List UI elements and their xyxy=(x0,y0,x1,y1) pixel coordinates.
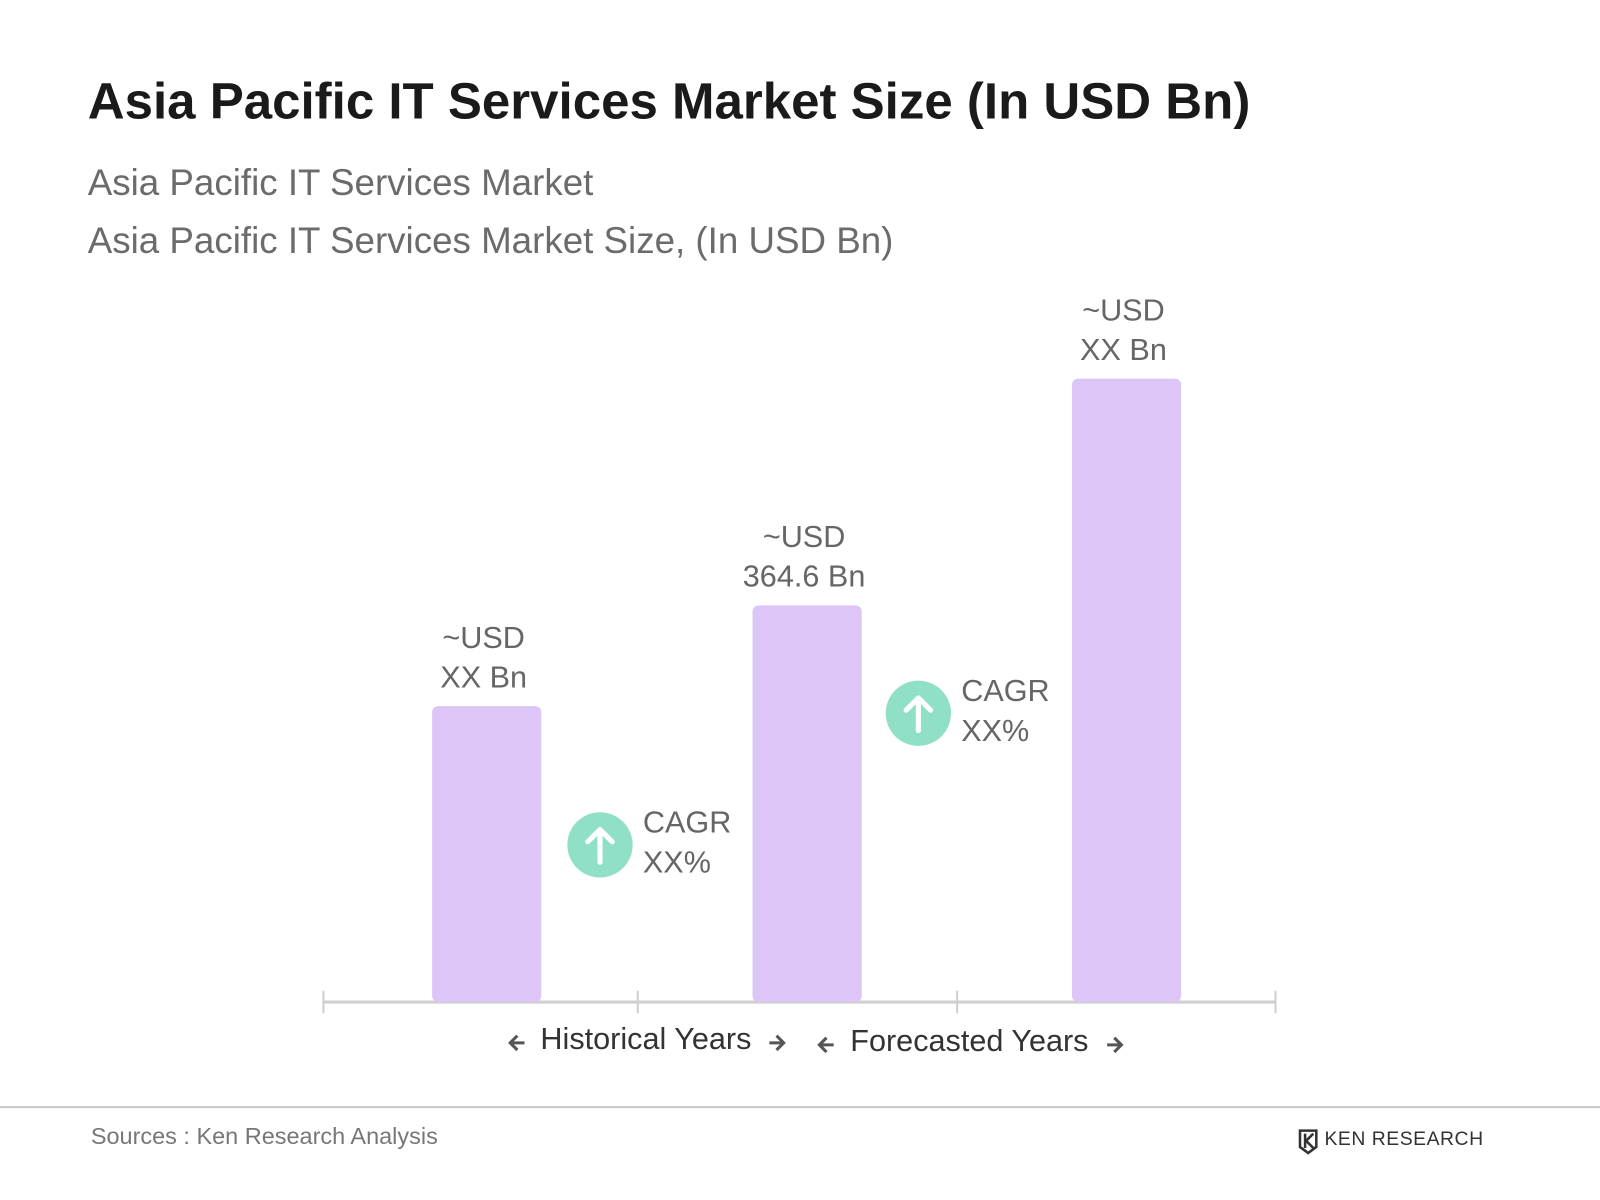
cagr-label: CAGR XX% xyxy=(961,674,1050,748)
cagr-label: CAGR XX% xyxy=(642,806,732,880)
cagr-arrow xyxy=(903,695,934,734)
bar xyxy=(752,605,862,1003)
bar xyxy=(1071,378,1182,1003)
subtitle: Asia Pacific IT Services Market xyxy=(87,161,594,204)
data-label: ~USD XX Bn xyxy=(440,621,528,695)
logo-text: KEN RESEARCH xyxy=(1324,1128,1484,1150)
region-label: Forecasted Years xyxy=(850,1024,1089,1059)
source-note: Sources : Ken Research Analysis xyxy=(90,1122,438,1149)
logo-icon xyxy=(1298,1129,1318,1155)
region-label: Historical Years xyxy=(540,1022,752,1057)
axis-ticks xyxy=(322,990,1277,1014)
region-arrows xyxy=(508,1034,1124,1054)
data-label: ~USD XX Bn xyxy=(1080,293,1167,368)
data-label: ~USD 364.6 Bn xyxy=(742,520,866,595)
cagr-arrow xyxy=(585,827,615,865)
subtitle: Asia Pacific IT Services Market Size, (I… xyxy=(87,219,894,262)
chart-title: Asia Pacific IT Services Market Size (In… xyxy=(87,72,1251,130)
bar xyxy=(432,706,542,1003)
